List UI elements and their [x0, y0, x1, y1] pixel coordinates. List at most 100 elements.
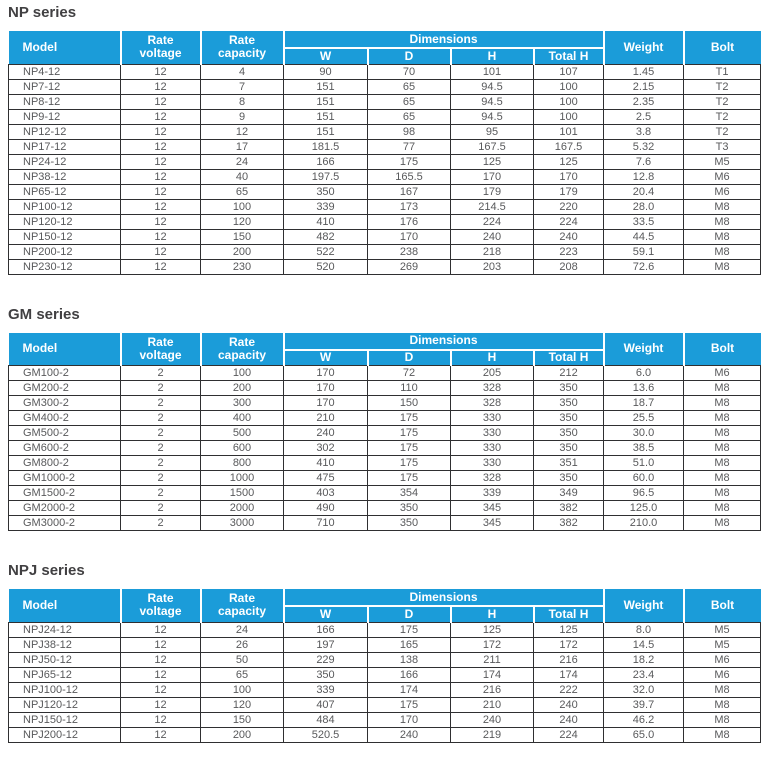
- cell-bolt: M8: [683, 485, 762, 501]
- column-header-weight: Weight: [603, 332, 685, 366]
- table-row: NP4-12 12 4 90 70 101 107 1.45 T1: [8, 63, 762, 80]
- cell-model: NPJ65-12: [8, 666, 121, 683]
- cell-total-h: 167.5: [532, 138, 605, 155]
- cell-total-h: 350: [532, 395, 605, 411]
- cell-h: 240: [450, 228, 534, 245]
- table-row: NP7-12 12 7 151 65 94.5 100 2.15 T2: [8, 78, 762, 95]
- cell-model: GM300-2: [8, 395, 121, 411]
- column-header-bolt: Bolt: [683, 332, 761, 366]
- cell-h: 94.5: [450, 78, 534, 95]
- cell-w: 403: [283, 485, 368, 501]
- table-row: NPJ50-12 12 50 229 138 211 216 18.2 M6: [8, 651, 762, 668]
- column-header-h: H: [450, 349, 535, 366]
- cell-rate-voltage: 12: [120, 93, 201, 110]
- cell-bolt: M8: [683, 500, 762, 516]
- cell-h: 328: [450, 380, 534, 396]
- cell-rate-capacity: 65: [200, 666, 284, 683]
- cell-h: 94.5: [450, 93, 534, 110]
- cell-bolt: T2: [683, 93, 762, 110]
- cell-rate-capacity: 26: [200, 636, 284, 653]
- cell-w: 197: [283, 636, 368, 653]
- cell-rate-capacity: 100: [200, 198, 284, 215]
- cell-rate-voltage: 2: [120, 410, 201, 426]
- column-header-rate-voltage: Rate voltage: [120, 332, 202, 366]
- cell-bolt: T2: [683, 78, 762, 95]
- cell-bolt: M8: [683, 711, 762, 728]
- cell-d: 173: [367, 198, 451, 215]
- gm-series-table: Model Rate voltage Rate capacity Dimensions…: [8, 332, 762, 531]
- column-header-d: D: [367, 349, 452, 366]
- column-header-w: W: [283, 48, 369, 64]
- cell-model: GM1500-2: [8, 485, 121, 501]
- cell-total-h: 223: [532, 243, 605, 260]
- table-row: NP17-12 12 17 181.5 77 167.5 167.5 5.32 T3: [8, 138, 762, 155]
- cell-model: NP120-12: [8, 213, 121, 230]
- column-header-total-h: Total H: [533, 48, 605, 64]
- cell-bolt: M8: [683, 440, 762, 456]
- cell-rate-capacity: 400: [200, 410, 284, 426]
- cell-d: 175: [367, 455, 451, 471]
- cell-h: 203: [450, 258, 534, 275]
- table-row: NP120-12 12 120 410 176 224 224 33.5 M8: [8, 213, 762, 230]
- cell-h: 345: [450, 500, 534, 516]
- header-row-1: Model Rate voltage Rate capacity Dimensions…: [8, 589, 761, 622]
- table-row: GM800-2 2 800 410 175 330 351 51.0 M8: [8, 455, 762, 471]
- cell-w: 482: [283, 228, 368, 245]
- cell-w: 302: [283, 440, 368, 456]
- cell-model: NP12-12: [8, 123, 121, 140]
- cell-bolt: M5: [683, 636, 762, 653]
- cell-rate-capacity: 24: [200, 621, 284, 638]
- table-row: NP65-12 12 65 350 167 179 179 20.4 M6: [8, 183, 762, 200]
- table-row: NP8-12 12 8 151 65 94.5 100 2.35 T2: [8, 93, 762, 110]
- cell-d: 65: [367, 93, 451, 110]
- table-row: NPJ120-12 12 120 407 175 210 240 39.7 M8: [8, 696, 762, 713]
- column-header-rate-capacity: Rate capacity: [200, 332, 285, 366]
- cell-rate-capacity: 120: [200, 213, 284, 230]
- cell-bolt: M8: [683, 410, 762, 426]
- cell-model: NP17-12: [8, 138, 121, 155]
- cell-total-h: 208: [532, 258, 605, 275]
- cell-model: NPJ50-12: [8, 651, 121, 668]
- cell-total-h: 220: [532, 198, 605, 215]
- cell-rate-capacity: 50: [200, 651, 284, 668]
- cell-w: 170: [283, 365, 368, 381]
- cell-bolt: M8: [683, 515, 762, 531]
- cell-d: 165.5: [367, 168, 451, 185]
- cell-model: NPJ24-12: [8, 621, 121, 638]
- cell-rate-voltage: 12: [120, 123, 201, 140]
- cell-h: 216: [450, 681, 534, 698]
- cell-d: 167: [367, 183, 451, 200]
- column-header-model: Model: [8, 589, 122, 622]
- cell-bolt: M8: [683, 470, 762, 486]
- cell-model: NP9-12: [8, 108, 121, 125]
- cell-rate-voltage: 12: [120, 183, 201, 200]
- cell-rate-voltage: 2: [120, 395, 201, 411]
- cell-h: 125: [450, 621, 534, 638]
- cell-rate-voltage: 2: [120, 425, 201, 441]
- cell-d: 77: [367, 138, 451, 155]
- cell-bolt: T3: [683, 138, 762, 155]
- cell-model: NP24-12: [8, 153, 121, 170]
- cell-d: 350: [367, 515, 451, 531]
- cell-total-h: 350: [532, 380, 605, 396]
- cell-d: 170: [367, 228, 451, 245]
- table-row: NPJ38-12 12 26 197 165 172 172 14.5 M5: [8, 636, 762, 653]
- cell-weight: 125.0: [603, 500, 685, 516]
- cell-bolt: M8: [683, 258, 762, 275]
- cell-rate-capacity: 3000: [200, 515, 284, 531]
- cell-total-h: 172: [532, 636, 605, 653]
- cell-weight: 51.0: [603, 455, 685, 471]
- cell-total-h: 350: [532, 425, 605, 441]
- cell-total-h: 382: [532, 515, 605, 531]
- npj-series-table: Model Rate voltage Rate capacity Dimensions…: [8, 589, 762, 743]
- cell-h: 174: [450, 666, 534, 683]
- cell-model: GM500-2: [8, 425, 121, 441]
- column-header-total-h: Total H: [533, 349, 605, 366]
- cell-rate-voltage: 12: [120, 63, 201, 80]
- cell-w: 410: [283, 213, 368, 230]
- cell-d: 175: [367, 621, 451, 638]
- cell-rate-voltage: 12: [120, 666, 201, 683]
- cell-weight: 28.0: [603, 198, 685, 215]
- cell-d: 354: [367, 485, 451, 501]
- cell-bolt: M8: [683, 395, 762, 411]
